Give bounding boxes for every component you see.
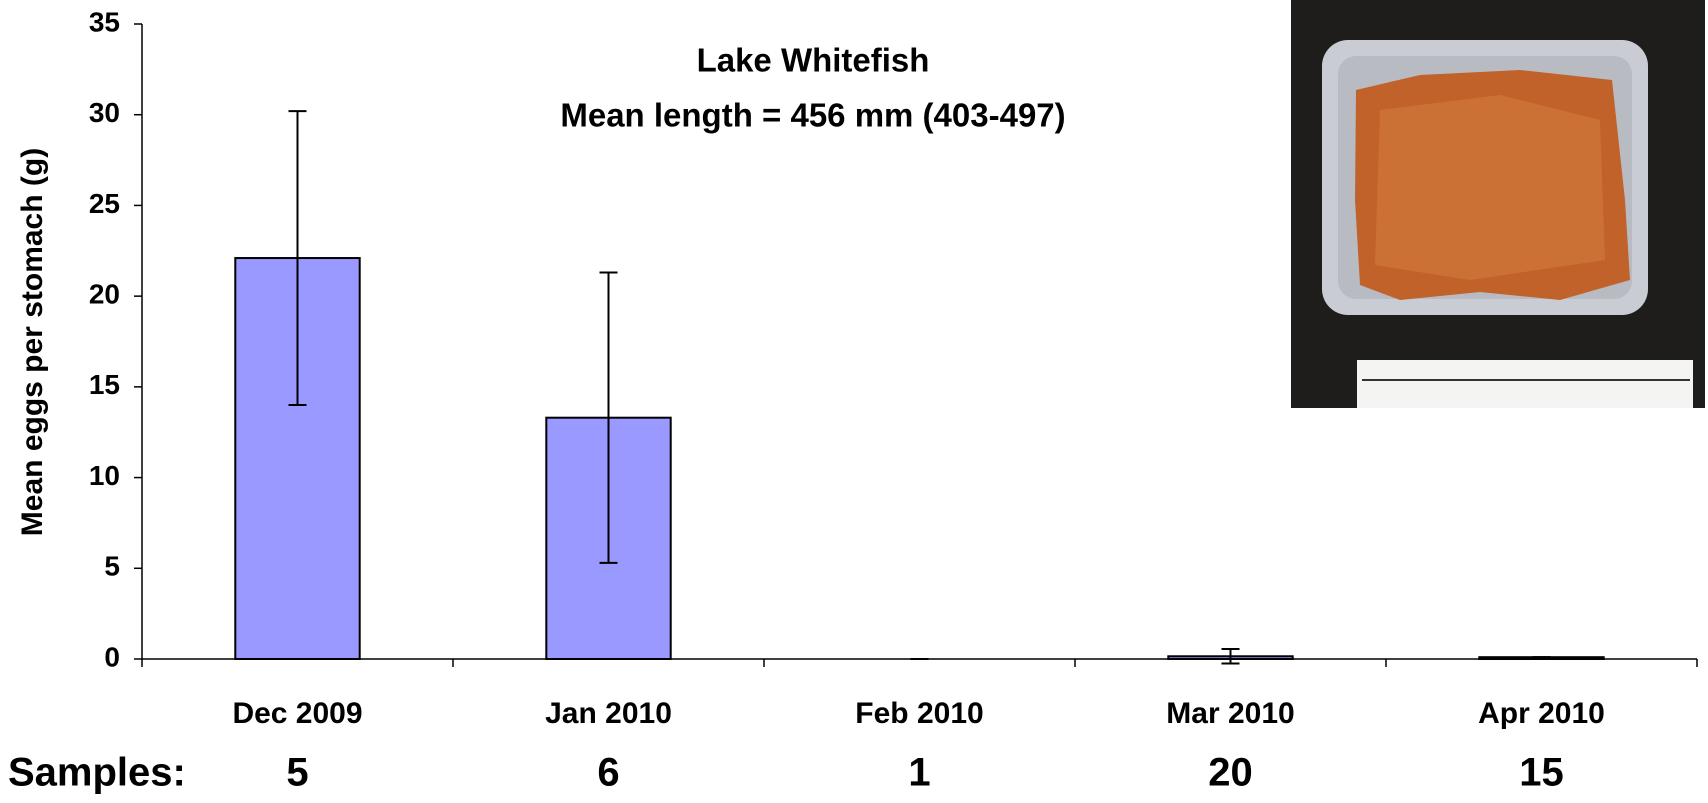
sample-count: 5	[286, 751, 308, 795]
error-bar	[1221, 648, 1240, 665]
y-tick-label: 15	[89, 369, 120, 400]
samples-label: Samples:	[8, 751, 186, 795]
error-bar	[288, 110, 307, 406]
y-axis-label: Mean eggs per stomach (g)	[16, 148, 49, 536]
y-tick-label: 10	[89, 460, 120, 491]
x-tick-label: Feb 2010	[855, 697, 983, 730]
chart-title: Lake Whitefish	[697, 42, 930, 79]
sample-count: 15	[1519, 751, 1564, 795]
error-bar	[599, 271, 618, 564]
y-tick-label: 0	[104, 641, 120, 672]
x-tick-label: Mar 2010	[1166, 697, 1294, 730]
x-tick-label: Apr 2010	[1478, 697, 1605, 730]
sample-count: 6	[597, 751, 619, 795]
y-tick-label: 25	[89, 188, 120, 219]
y-tick-label: 30	[89, 97, 120, 128]
sample-count: 20	[1208, 751, 1253, 795]
y-tick-label: 35	[89, 6, 120, 37]
x-tick-label: Jan 2010	[545, 697, 672, 730]
chart-subtitle: Mean length = 456 mm (403-497)	[560, 97, 1065, 134]
y-tick-label: 5	[104, 551, 120, 582]
sample-count: 1	[908, 751, 930, 795]
photo	[1291, 0, 1705, 408]
x-tick-label: Dec 2009	[232, 697, 362, 730]
y-tick-label: 20	[89, 279, 120, 310]
